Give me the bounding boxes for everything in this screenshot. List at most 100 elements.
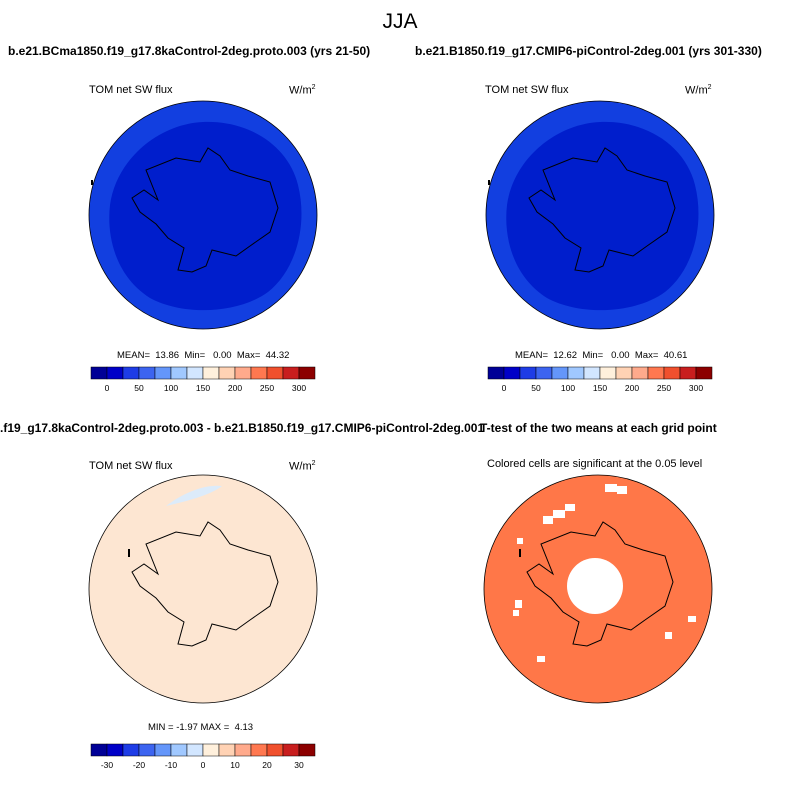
panel1-colorbar-cell <box>202 366 220 380</box>
panel3-edge-mark <box>128 549 130 557</box>
panel3-colorbar: -30 -20 -10 0 10 20 30 <box>90 743 316 770</box>
panel2-colorbar-cell <box>567 366 585 380</box>
panel2-colorbar-cell <box>535 366 553 380</box>
panel1-colorbar-cell <box>266 366 284 380</box>
panel1-stats: MEAN= 13.86 Min= 0.00 Max= 44.32 <box>117 350 290 361</box>
panel2-colorbar-cell <box>679 366 697 380</box>
panel4-gap-cell <box>688 616 696 622</box>
panel3-variable: TOM net SW flux <box>89 460 173 472</box>
panel3-colorbar-cell <box>266 743 284 757</box>
panel2-colorbar-cell <box>695 366 713 380</box>
panel3-positive-patch <box>166 485 222 506</box>
panel3-title: .f19_g17.8kaControl-2deg.proto.003 - b.e… <box>0 421 485 435</box>
panel3-colorbar-tick-label: 0 <box>201 760 206 770</box>
panel1-colorbar-tick-label: 50 <box>134 383 144 393</box>
panel4-gap-cell <box>515 600 522 608</box>
panel2-colorbar-cell <box>487 366 505 380</box>
panel3-colorbar-cell <box>90 743 108 757</box>
panel2-title: b.e21.B1850.f19_g17.CMIP6-piControl-2deg… <box>415 44 762 58</box>
panel2-edge-mark <box>488 180 490 185</box>
panel3-units: W/m2 <box>289 460 316 473</box>
panel3-colorbar-cell <box>122 743 140 757</box>
panel4-gap-cell <box>537 656 545 662</box>
panel4-subtitle: Colored cells are significant at the 0.0… <box>487 458 703 470</box>
panel3-colorbar-cell <box>234 743 252 757</box>
panel2-colorbar-tick-label: 150 <box>593 383 607 393</box>
panel2-stats: MEAN= 12.62 Min= 0.00 Max= 40.61 <box>515 350 688 361</box>
panel2-variable: TOM net SW flux <box>485 84 569 96</box>
panel2-colorbar-cell <box>503 366 521 380</box>
panel3-coastline <box>131 521 279 647</box>
panel1-colorbar-tick-label: 200 <box>228 383 242 393</box>
season-title: JJA <box>382 10 418 33</box>
panel1-colorbar-cell <box>218 366 236 380</box>
panel3-colorbar-cell <box>282 743 300 757</box>
panel3-colorbar-cell <box>106 743 124 757</box>
panel1-colorbar-cell <box>250 366 268 380</box>
panel1-inner-field <box>109 121 302 311</box>
panel1-colorbar-cell <box>234 366 252 380</box>
panel2-colorbar-tick-label: 300 <box>689 383 703 393</box>
panel1-colorbar-cell <box>186 366 204 380</box>
panel4-gap-cell <box>617 486 627 494</box>
panel2-units: W/m2 <box>685 84 712 97</box>
panel3-colorbar-cell <box>218 743 236 757</box>
panel2-colorbar-tick-label: 100 <box>561 383 575 393</box>
panel1-colorbar-cell <box>282 366 300 380</box>
panel4-nonsignificant-center <box>567 558 623 614</box>
panel1-colorbar-tick-label: 250 <box>260 383 274 393</box>
panel1-units: W/m2 <box>289 84 316 97</box>
panel3-colorbar-cell <box>202 743 220 757</box>
panel1-colorbar-cell <box>154 366 172 380</box>
panel4-gap-cell <box>665 632 672 639</box>
panel1-colorbar-tick-label: 150 <box>196 383 210 393</box>
panel2-colorbar-cell <box>647 366 665 380</box>
panel3-colorbar-cell <box>138 743 156 757</box>
panel2-colorbar-tick-label: 250 <box>657 383 671 393</box>
panel3-colorbar-cell <box>250 743 268 757</box>
panel2-colorbar-tick-label: 50 <box>531 383 541 393</box>
panel2-colorbar-tick-label: 200 <box>625 383 639 393</box>
panel1-colorbar-tick-label: 300 <box>292 383 306 393</box>
panel3-colorbar-tick-label: 10 <box>230 760 240 770</box>
panel4-gap-cell <box>543 516 553 524</box>
panel4-coastline <box>526 521 674 647</box>
panel2-colorbar-cell <box>583 366 601 380</box>
panel4-gap-cell <box>565 504 575 511</box>
panel4-gap-cell <box>517 538 523 544</box>
panel1-colorbar-cell <box>122 366 140 380</box>
panel2-colorbar-cell <box>615 366 633 380</box>
panel3-colorbar-tick-label: 30 <box>294 760 304 770</box>
panel3-colorbar-cell <box>170 743 188 757</box>
panel1-colorbar-cell <box>298 366 316 380</box>
panel1-colorbar-cell <box>138 366 156 380</box>
panel2-map <box>485 100 715 330</box>
panel1-colorbar-tick-label: 0 <box>105 383 110 393</box>
panel1-map <box>88 100 318 330</box>
panel1-colorbar-tick-label: 100 <box>164 383 178 393</box>
panel4-edge-mark <box>519 549 521 557</box>
panel2-colorbar-cell <box>663 366 681 380</box>
panel4-map <box>483 474 713 704</box>
panel3-colorbar-cell <box>298 743 316 757</box>
panel2-colorbar-tick-label: 0 <box>502 383 507 393</box>
panel1-variable: TOM net SW flux <box>89 84 173 96</box>
panel2-coastline <box>528 147 676 273</box>
panel1-edge-mark <box>91 180 93 185</box>
panel3-colorbar-tick-label: -10 <box>165 760 178 770</box>
panel3-colorbar-tick-label: 20 <box>262 760 272 770</box>
panel1-coastline <box>131 147 279 273</box>
panel3-colorbar-tick-label: -20 <box>133 760 146 770</box>
panel2-colorbar-cell <box>551 366 569 380</box>
panel3-colorbar-cell <box>154 743 172 757</box>
panel3-stats: MIN = -1.97 MAX = 4.13 <box>148 722 254 733</box>
panel4-gap-cell <box>553 510 565 518</box>
panel1-colorbar-cell <box>106 366 124 380</box>
panel4-gap-cell <box>605 484 617 492</box>
panel3-colorbar-cell <box>186 743 204 757</box>
panel2-colorbar-cell <box>519 366 537 380</box>
panel3-map <box>88 474 318 704</box>
panel1-colorbar: 050100150200250300350 <box>90 366 316 393</box>
panel2-colorbar-cell <box>599 366 617 380</box>
panel1-colorbar-cell <box>170 366 188 380</box>
